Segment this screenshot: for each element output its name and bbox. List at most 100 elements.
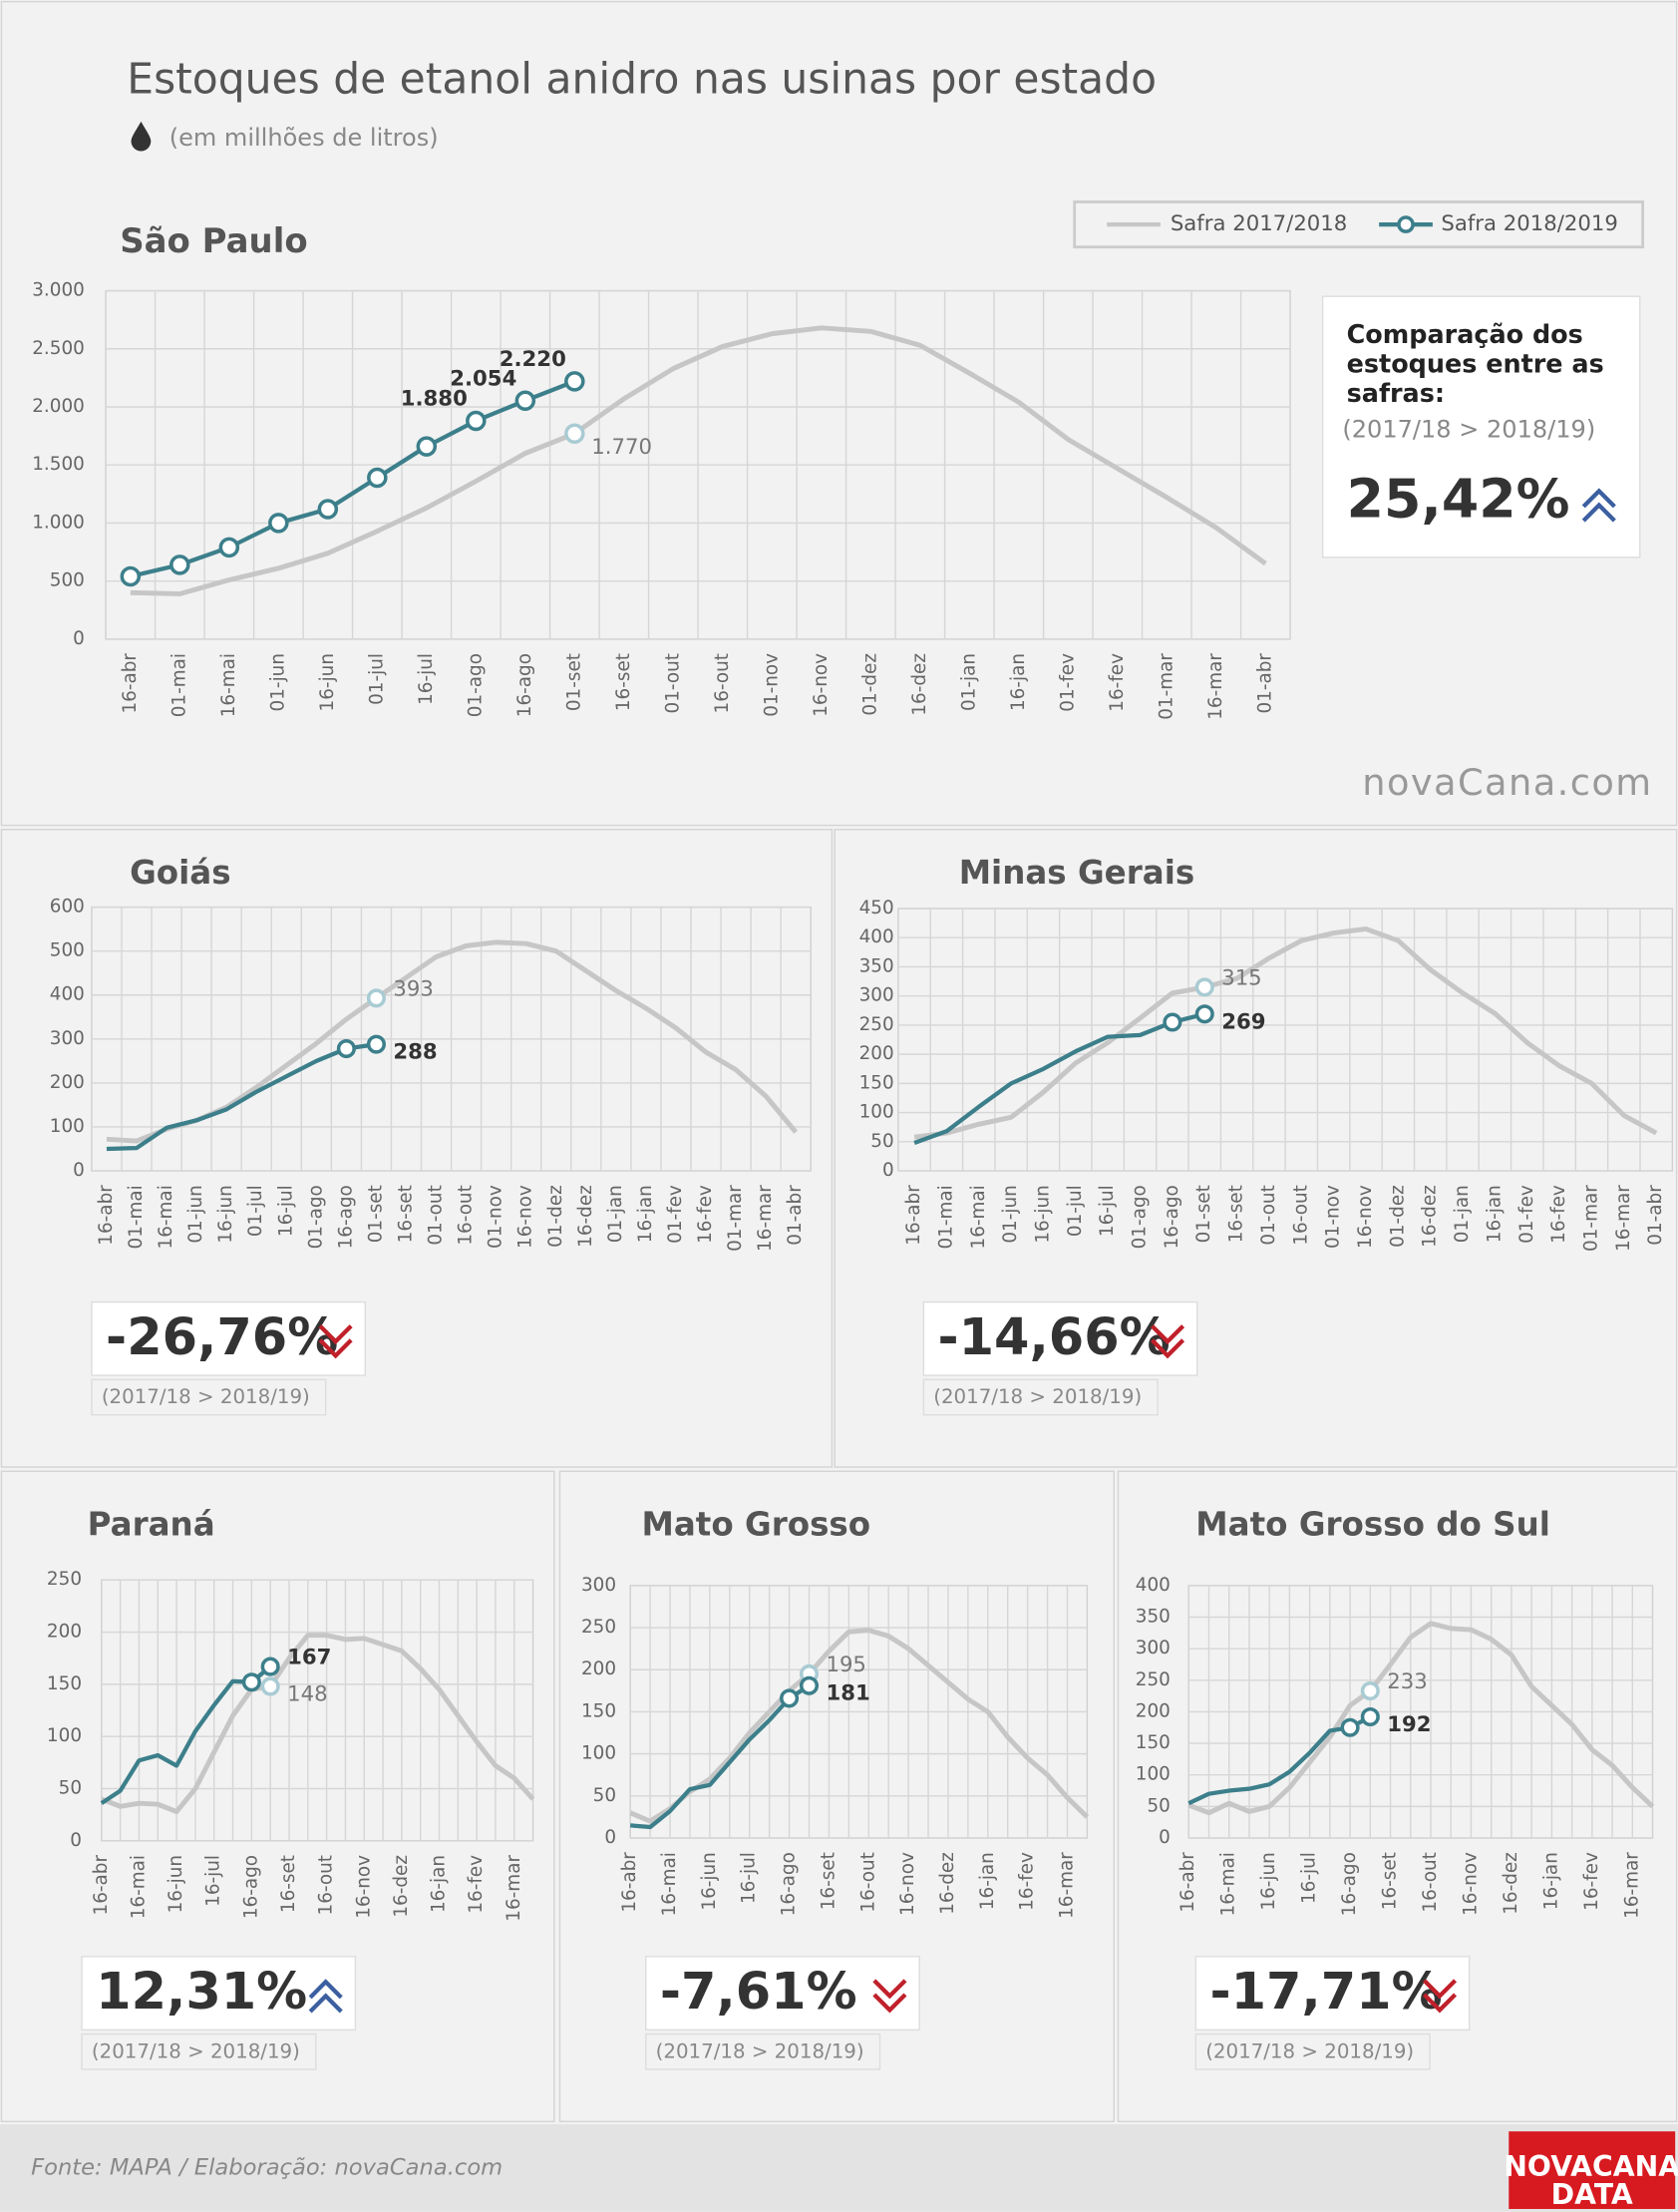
x-tick-label: 16-jan xyxy=(1540,1852,1561,1910)
y-tick-label: 400 xyxy=(859,926,894,947)
x-tick-label: 16-jun xyxy=(1258,1852,1279,1910)
x-tick-label: 16-fev xyxy=(1107,653,1128,712)
data-label: 1.770 xyxy=(591,435,652,460)
data-point xyxy=(260,1657,280,1676)
x-tick-label: 16-set xyxy=(395,1185,416,1243)
x-tick-label: 01-mar xyxy=(725,1185,746,1252)
x-tick-label: 16-abr xyxy=(120,653,141,714)
y-tick-label: 0 xyxy=(70,1830,82,1851)
x-tick-label: 16-out xyxy=(1420,1852,1441,1912)
x-tick-label: 01-out xyxy=(1258,1185,1279,1245)
y-tick-label: 250 xyxy=(1136,1669,1171,1690)
comparison-range: (2017/18 > 2018/19) xyxy=(92,2039,300,2062)
drop-icon xyxy=(131,121,152,152)
comparison-heading: Comparação dos xyxy=(1347,320,1583,350)
y-tick-label: 50 xyxy=(1147,1795,1170,1816)
chart-title: São Paulo xyxy=(120,221,307,261)
x-tick-label: 16-mai xyxy=(968,1185,989,1249)
comparison-value: -26,76% xyxy=(106,1308,338,1367)
x-tick-label: 16-ago xyxy=(240,1855,261,1919)
data-point xyxy=(268,513,289,534)
x-tick-label: 01-set xyxy=(365,1185,386,1243)
comparison-value: -17,71% xyxy=(1209,1963,1442,2022)
x-tick-label: 16-abr xyxy=(1177,1852,1198,1913)
brand-text: NOVACANA xyxy=(1504,2150,1678,2183)
x-tick-label: 16-mar xyxy=(1621,1852,1642,1919)
comparison-range: (2017/18 > 2018/19) xyxy=(933,1385,1142,1408)
x-tick-label: 16-jan xyxy=(429,1855,450,1913)
legend-marker xyxy=(1397,215,1415,233)
chart-title: Minas Gerais xyxy=(959,854,1195,892)
x-tick-label: 01-set xyxy=(563,653,584,711)
x-tick-label: 16-mar xyxy=(1613,1185,1634,1252)
x-tick-label: 01-jul xyxy=(366,653,387,705)
comparison-range: (2017/18 > 2018/19) xyxy=(656,2039,864,2062)
series-line xyxy=(130,325,1267,596)
x-tick-label: 16-dez xyxy=(575,1185,596,1248)
x-tick-label: 01-mar xyxy=(1580,1185,1601,1252)
x-tick-label: 16-nov xyxy=(1460,1852,1481,1916)
y-tick-label: 150 xyxy=(581,1700,616,1721)
data-point xyxy=(1360,1706,1380,1727)
x-tick-label: 01-dez xyxy=(545,1185,566,1248)
x-tick-label: 16-dez xyxy=(1420,1185,1441,1248)
data-point xyxy=(1360,1681,1380,1701)
x-tick-label: 16-jul xyxy=(275,1185,296,1237)
y-tick-label: 0 xyxy=(1159,1827,1171,1848)
y-tick-label: 250 xyxy=(859,1014,894,1035)
y-tick-label: 0 xyxy=(73,628,85,649)
page-title: Estoques de etanol anidro nas usinas por… xyxy=(127,56,1157,105)
y-tick-label: 300 xyxy=(50,1028,85,1049)
panel xyxy=(834,829,1678,1468)
trend-arrow xyxy=(1150,1338,1185,1359)
y-tick-label: 150 xyxy=(47,1673,82,1694)
data-point xyxy=(416,436,438,457)
data-label: 148 xyxy=(287,1681,327,1706)
comparison-box xyxy=(645,1956,920,2031)
data-point xyxy=(564,371,585,392)
y-tick-label: 200 xyxy=(859,1043,894,1064)
y-tick-label: 0 xyxy=(882,1160,894,1181)
source: Fonte: MAPA / Elaboração: novaCana.com xyxy=(31,2154,503,2180)
legend-label: Safra 2017/2018 xyxy=(1171,211,1347,236)
x-tick-label: 01-abr xyxy=(1645,1185,1666,1246)
x-tick-label: 16-abr xyxy=(619,1852,640,1913)
chart-title: Mato Grosso xyxy=(642,1505,871,1543)
data-label: 192 xyxy=(1387,1712,1431,1737)
x-tick-label: 16-jan xyxy=(977,1852,998,1910)
x-tick-label: 01-jul xyxy=(1065,1185,1086,1237)
x-tick-label: 16-jul xyxy=(739,1852,760,1904)
y-tick-label: 250 xyxy=(47,1569,82,1590)
x-tick-label: 16-mar xyxy=(1205,653,1226,720)
data-point xyxy=(366,988,386,1008)
x-tick-label: 01-ago xyxy=(305,1185,326,1249)
range-box xyxy=(922,1378,1159,1416)
comparison-value: 12,31% xyxy=(96,1963,307,2022)
data-point xyxy=(218,537,240,558)
x-tick-label: 16-jan xyxy=(635,1185,656,1243)
y-tick-label: 200 xyxy=(581,1659,616,1679)
watermark: novaCana.com xyxy=(1362,761,1652,804)
x-tick-label: 16-fev xyxy=(1017,1852,1038,1911)
series-line xyxy=(630,1683,811,1830)
trend-arrow xyxy=(1422,1993,1458,2014)
comparison-heading: estoques entre as xyxy=(1347,350,1604,380)
x-tick-label: 16-out xyxy=(857,1852,878,1912)
data-point xyxy=(1194,977,1214,997)
x-tick-label: 16-mai xyxy=(156,1185,176,1249)
x-tick-label: 16-ago xyxy=(1339,1852,1360,1916)
x-tick-label: 16-jan xyxy=(1008,653,1029,711)
x-tick-label: 16-abr xyxy=(91,1855,112,1916)
brand-logo xyxy=(1509,2131,1676,2209)
trend-arrow xyxy=(318,1338,353,1359)
x-tick-label: 16-set xyxy=(1380,1852,1401,1910)
data-point xyxy=(336,1038,356,1059)
y-tick-label: 250 xyxy=(581,1617,616,1638)
y-tick-label: 300 xyxy=(1136,1638,1171,1659)
comparison-box xyxy=(1321,295,1641,558)
chart-title: Goiás xyxy=(130,854,230,892)
comparison-heading: safras: xyxy=(1347,379,1445,409)
data-label: 195 xyxy=(826,1653,865,1677)
x-tick-label: 01-ago xyxy=(1130,1185,1151,1249)
series-line xyxy=(130,379,576,579)
